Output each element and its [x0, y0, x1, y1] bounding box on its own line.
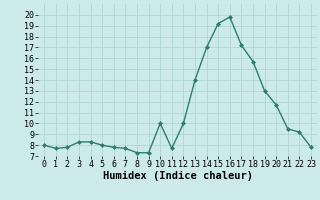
- X-axis label: Humidex (Indice chaleur): Humidex (Indice chaleur): [103, 171, 252, 181]
